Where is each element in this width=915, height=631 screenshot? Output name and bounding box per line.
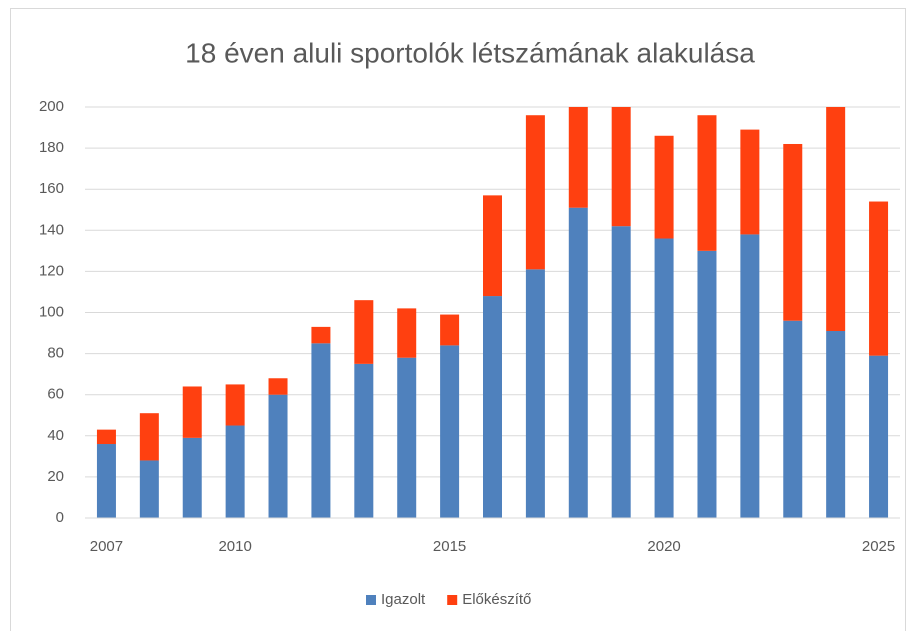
bar-segment [268,378,288,395]
bar-segment [96,444,116,518]
bar-segment [783,143,803,321]
y-tick-label: 140 [39,221,64,238]
bar-segment [654,135,674,239]
bar-segment [139,460,159,518]
bar-segment [697,250,717,518]
bar-segment [568,107,588,208]
bar-segment [182,386,202,438]
bar-segment [740,129,760,235]
y-tick-label: 100 [39,303,64,320]
bar-segment [311,343,331,518]
bar-segment [740,234,760,518]
bar-segment [225,425,245,518]
bar-segment [869,355,889,518]
bar-segment [440,345,460,518]
bar-segment [354,300,374,364]
bar-segment [568,207,588,518]
chart-title: 18 éven aluli sportolók létszámának alak… [185,37,755,68]
x-tick-label: 2020 [647,538,680,555]
y-tick-label: 0 [56,509,64,526]
y-tick-label: 40 [47,427,64,444]
legend-swatch [447,595,458,605]
bar-segment [96,429,116,445]
legend-label: Igazolt [381,591,426,608]
bar-segment [826,330,846,518]
bar-segment [354,363,374,518]
bar-segment [397,357,417,518]
bar-segment [697,115,717,251]
bar-segment [397,308,417,358]
y-tick-label: 60 [47,386,64,403]
bar-segment [869,201,889,356]
y-tick-label: 80 [47,345,64,362]
bar-segment [483,195,502,297]
y-tick-label: 180 [39,139,64,156]
bar-segment [611,107,631,227]
y-tick-label: 200 [39,98,64,115]
bar-segment [225,384,245,426]
y-tick-label: 120 [39,262,64,279]
y-tick-label: 20 [47,468,64,485]
bar-segment [139,413,159,461]
bar-segment [525,115,545,270]
bar-segment [525,269,545,518]
bar-segment [654,238,674,518]
bar-segment [826,107,846,331]
bar-segment [182,437,202,518]
legend-label: Előkészítő [462,591,531,608]
x-tick-label: 2025 [862,538,895,555]
y-tick-label: 160 [39,180,64,197]
x-tick-label: 2015 [433,538,466,555]
legend-swatch [366,595,376,605]
bar-segment [483,296,502,518]
bar-segment [268,394,288,518]
bar-segment [611,226,631,518]
x-tick-label: 2010 [218,538,251,555]
bar-segment [311,326,331,344]
bar-segment [440,314,460,346]
bar-segment [783,320,803,518]
x-tick-label: 2007 [90,538,123,555]
